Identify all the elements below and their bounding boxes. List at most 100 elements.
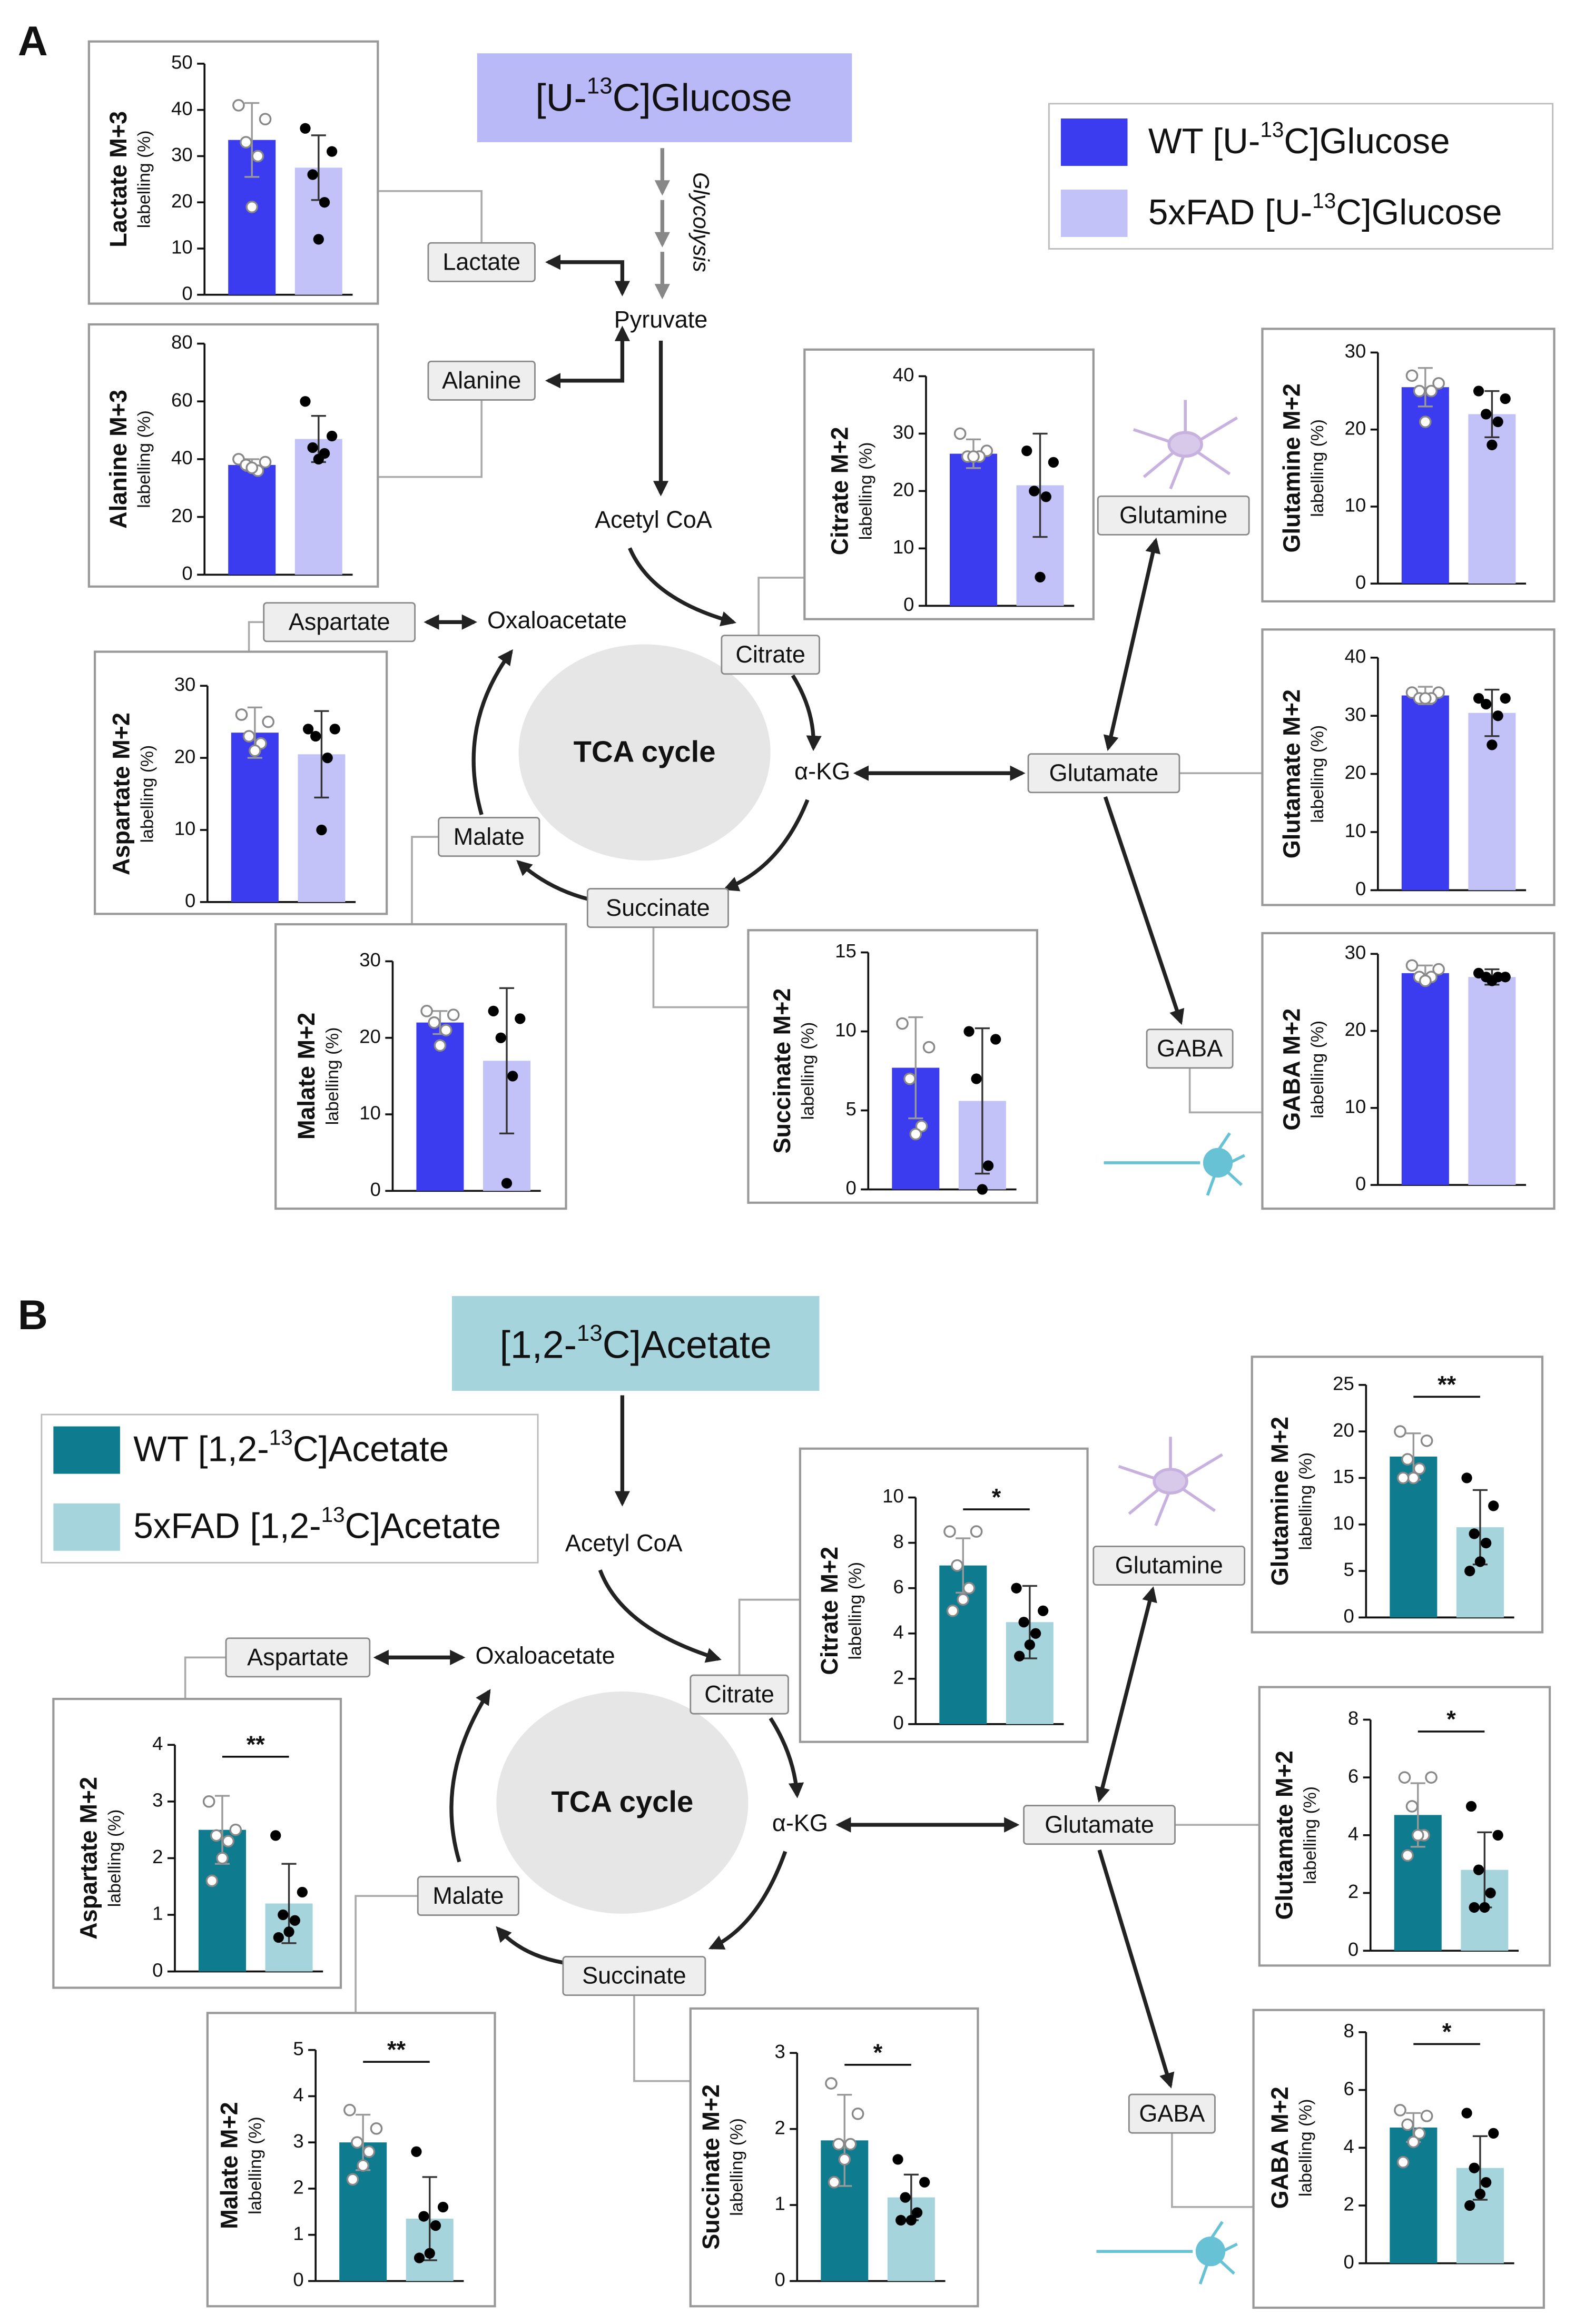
data-point [1425, 384, 1438, 398]
data-point [1487, 439, 1498, 451]
y-tick-label: 4 [893, 1621, 903, 1643]
node-box [225, 1637, 371, 1678]
connector [355, 1895, 418, 2013]
bar [1390, 2127, 1438, 2263]
text-part: C]Glucose [613, 77, 792, 120]
y-tick-label: 0 [893, 1712, 903, 1734]
node-box [427, 360, 536, 401]
astrocyte-icon [1133, 400, 1238, 490]
data-point [210, 1829, 223, 1842]
y-tick-label: 25 [1333, 1372, 1354, 1394]
y-tick-label: 0 [182, 562, 192, 584]
data-point [1394, 1425, 1406, 1438]
y-tick-label: 15 [835, 940, 857, 962]
data-point [990, 1034, 1001, 1045]
chart-title: Glutamate M+2 [1278, 689, 1305, 858]
y-tick-label: 0 [293, 2269, 303, 2290]
data-point [1413, 1462, 1426, 1475]
y-tick-label: 5 [845, 1098, 856, 1120]
data-point [313, 453, 324, 465]
text-part: C]Acetate [345, 1506, 501, 1546]
data-point [1407, 1471, 1420, 1485]
error-bar [499, 987, 515, 1135]
data-point [1011, 1583, 1022, 1594]
data-point [270, 1830, 281, 1841]
data-point [1469, 2162, 1480, 2173]
y-axis-label: labelling (%) [845, 1562, 865, 1660]
node-box [1146, 1029, 1234, 1069]
node-label: Alanine [442, 367, 521, 394]
y-tick-label: 10 [882, 1485, 904, 1507]
y-tick-label: 80 [171, 331, 193, 353]
bar [1468, 414, 1516, 584]
data-point [259, 113, 272, 126]
metabolite: α-KG [794, 758, 850, 785]
data-point [919, 2177, 930, 2188]
y-axis-label: labelling (%) [1307, 1021, 1327, 1119]
data-point [1500, 693, 1511, 704]
y-tick-label: 40 [893, 364, 914, 385]
data-point [232, 99, 245, 112]
data-point [242, 730, 255, 743]
data-point [963, 1026, 974, 1037]
data-point [1481, 409, 1492, 420]
significance-label: ** [387, 2036, 406, 2063]
data-point [1465, 1801, 1477, 1812]
data-point [1018, 1617, 1029, 1628]
y-tick-label: 5 [293, 2038, 303, 2059]
data-point [289, 1915, 300, 1926]
data-point [1035, 571, 1046, 582]
node-label: GABA [1139, 2100, 1205, 2127]
y-tick-label: 8 [1348, 1707, 1359, 1729]
y-tick-label: 0 [1355, 1173, 1366, 1194]
y-tick-label: 4 [152, 1733, 163, 1754]
data-point [205, 1874, 219, 1887]
y-tick-label: 20 [1333, 1419, 1354, 1441]
y-axis-label: labelling (%) [104, 1809, 124, 1907]
data-point [251, 150, 264, 163]
legend-label: 5xFAD [1,2-13C]Acetate [133, 1502, 501, 1546]
data-point [216, 1852, 229, 1865]
data-point [326, 430, 338, 442]
data-point [1401, 1849, 1414, 1862]
data-point [957, 1593, 970, 1606]
y-tick-label: 20 [893, 479, 914, 500]
metabolite: Pyruvate [614, 306, 708, 333]
text-part: 13 [1312, 189, 1336, 213]
data-point [828, 2175, 841, 2189]
data-point [307, 442, 318, 453]
y-tick-label: 20 [359, 1025, 381, 1047]
arrow [496, 1926, 564, 1965]
bar [1401, 695, 1449, 891]
bar [231, 733, 279, 902]
bar [228, 464, 276, 575]
data-point [346, 2173, 359, 2186]
arrow [598, 1569, 722, 1663]
text-part: C]Acetate [603, 1324, 772, 1367]
data-point [357, 2159, 369, 2172]
data-point [362, 2145, 376, 2158]
data-point [437, 2201, 449, 2213]
data-point [414, 2252, 425, 2263]
data-point [229, 1823, 242, 1836]
node-box [263, 602, 416, 642]
error-bar [422, 2176, 437, 2261]
substrate-label: [U-13C]Glucose [535, 73, 792, 119]
node-box [586, 888, 729, 928]
error-bar [837, 2094, 852, 2187]
y-tick-label: 8 [893, 1530, 903, 1552]
connector [1188, 1067, 1263, 1114]
significance-label: * [1446, 1706, 1456, 1733]
bar [1401, 973, 1449, 1185]
error-bar [1418, 367, 1433, 408]
data-point [1040, 491, 1051, 502]
node-label: Citrate [704, 1680, 774, 1707]
y-tick-label: 8 [1343, 2020, 1354, 2042]
data-point [488, 1005, 499, 1016]
tca-circle [518, 644, 771, 861]
text-part: WT [1,2- [133, 1429, 269, 1469]
y-axis-label: labelling (%) [134, 410, 154, 508]
data-point [249, 744, 261, 757]
node-label: Aspartate [289, 608, 390, 635]
bar [949, 453, 997, 606]
